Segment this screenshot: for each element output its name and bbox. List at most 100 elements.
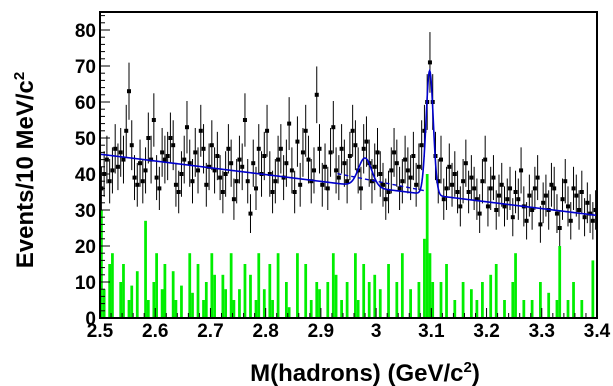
data-point — [444, 166, 449, 210]
data-point — [535, 155, 540, 201]
data-point — [270, 170, 275, 214]
y-axis-ticks: 0 10 20 30 40 50 60 70 80 — [75, 15, 110, 330]
data-point — [405, 147, 410, 194]
data-point — [496, 174, 501, 217]
data-point — [372, 143, 377, 191]
data-point — [383, 178, 388, 220]
data-point — [334, 147, 339, 194]
data-point — [519, 147, 524, 194]
histogram-bar — [174, 300, 178, 318]
histogram-bar — [373, 274, 377, 318]
data-point — [278, 124, 283, 174]
histogram-bar — [453, 300, 457, 318]
x-tick-label: 3.1 — [418, 321, 445, 342]
histogram-bar — [428, 253, 432, 318]
histogram-bar — [469, 289, 473, 318]
data-point — [245, 159, 250, 204]
data-point — [499, 162, 504, 207]
histogram-bar — [119, 282, 123, 318]
data-point — [461, 159, 466, 204]
histogram-bar — [130, 285, 134, 318]
histogram-bar — [108, 264, 112, 318]
data-point — [502, 186, 507, 227]
data-point — [220, 170, 225, 214]
histogram-bar — [284, 282, 288, 318]
data-point — [248, 194, 253, 233]
x-axis-title-superscript: 2 — [464, 359, 472, 376]
histogram-bar — [160, 289, 164, 318]
data-point — [140, 159, 145, 204]
data-point — [204, 162, 209, 207]
histogram-bar — [431, 282, 435, 318]
data-point — [251, 139, 256, 187]
data-point — [146, 112, 151, 164]
data-point — [554, 194, 559, 233]
data-point — [162, 135, 167, 184]
data-point — [182, 135, 187, 184]
data-point — [138, 139, 143, 187]
histogram-bar — [511, 282, 515, 318]
histogram-bar — [224, 289, 228, 318]
data-point — [532, 166, 537, 210]
data-point — [298, 162, 303, 207]
histogram-bar — [229, 253, 233, 318]
total-fit — [99, 68, 598, 217]
histogram-bar — [296, 253, 299, 318]
data-point — [176, 170, 181, 214]
data-point — [196, 147, 201, 194]
data-point — [386, 170, 391, 214]
histogram-bar — [367, 282, 371, 318]
histogram-bar — [445, 264, 448, 318]
histogram-bar — [331, 253, 335, 318]
data-point — [353, 120, 358, 171]
histogram-bar — [558, 246, 562, 318]
data-point — [441, 178, 446, 220]
data-point — [129, 120, 134, 171]
x-axis-ticks: 2.5 2.6 2.7 2.8 2.9 3 3.1 3.2 3.3 3.4 — [87, 308, 611, 342]
histogram-bar — [345, 282, 349, 318]
data-point — [104, 135, 109, 184]
histogram-bar — [395, 282, 399, 318]
data-point — [403, 135, 408, 184]
data-point — [336, 155, 341, 201]
histogram-bar — [591, 260, 595, 318]
data-point — [306, 135, 311, 184]
data-point — [585, 182, 590, 224]
data-point — [265, 104, 270, 157]
data-point — [483, 135, 488, 184]
background-fit — [337, 172, 426, 192]
green-histogram — [100, 174, 595, 318]
data-point — [118, 127, 123, 177]
histogram-bar — [356, 300, 360, 318]
histogram-bar — [315, 282, 319, 318]
x-tick-label: 3.3 — [529, 321, 555, 342]
histogram-bar — [188, 253, 192, 318]
histogram-bar — [271, 300, 274, 318]
x-tick-label: 3.4 — [584, 321, 611, 342]
x-tick-label: 2.5 — [87, 321, 114, 342]
data-point — [300, 127, 305, 177]
histogram-bar — [287, 307, 291, 318]
data-point — [347, 131, 352, 181]
data-point — [160, 127, 165, 177]
data-point — [135, 162, 140, 207]
data-point — [132, 155, 137, 201]
data-point — [394, 139, 399, 187]
histogram-bar — [180, 285, 183, 318]
data-point — [358, 166, 363, 210]
histogram-bar — [481, 282, 484, 318]
histogram-bar — [155, 253, 158, 318]
histogram-bar — [238, 289, 241, 318]
y-tick-label: 80 — [75, 21, 96, 42]
data-point — [126, 62, 131, 120]
y-axis-title-main: Events/10 MeV/c — [12, 80, 39, 268]
data-point — [397, 166, 402, 210]
data-point — [320, 162, 325, 207]
histogram-bar — [378, 289, 382, 318]
data-point — [472, 166, 477, 210]
data-point — [439, 135, 443, 184]
y-tick-label: 0 — [85, 309, 96, 330]
histogram-bar — [334, 274, 338, 318]
histogram-bar — [423, 238, 426, 318]
